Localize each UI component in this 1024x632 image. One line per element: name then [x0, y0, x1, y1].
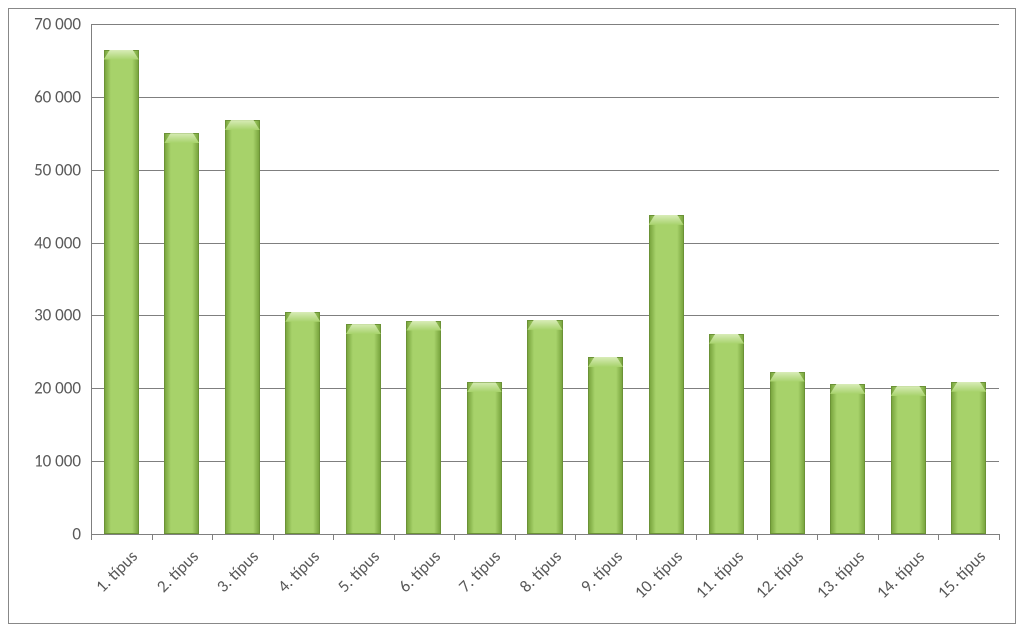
x-tick-mark — [575, 534, 576, 540]
y-tick-label: 50 000 — [9, 159, 81, 180]
bar — [527, 320, 562, 534]
bar — [891, 386, 926, 534]
bar-body — [951, 382, 986, 534]
y-tick-label: 0 — [9, 524, 81, 545]
x-tick-mark — [152, 534, 153, 540]
x-tick-mark — [696, 534, 697, 540]
bar-body — [891, 386, 926, 534]
bar-body — [588, 357, 623, 534]
bar — [346, 324, 381, 534]
x-tick-mark — [757, 534, 758, 540]
bar — [164, 133, 199, 534]
x-tick-mark — [212, 534, 213, 540]
bar — [951, 382, 986, 534]
bar-body — [104, 50, 139, 535]
y-tick-label: 60 000 — [9, 86, 81, 107]
bar-body — [467, 382, 502, 534]
x-tick-mark — [333, 534, 334, 540]
bar-body — [406, 321, 441, 534]
bar-body — [225, 120, 260, 534]
bar — [467, 382, 502, 534]
bar-body — [527, 320, 562, 534]
bar — [770, 372, 805, 534]
bar — [830, 384, 865, 534]
x-tick-mark — [515, 534, 516, 540]
chart-container: 0 10 000 20 000 30 000 40 000 50 000 60 000 70 … — [8, 8, 1016, 624]
x-tick-mark — [394, 534, 395, 540]
gridline — [91, 534, 999, 535]
bar-body — [709, 334, 744, 534]
bars-layer — [91, 24, 999, 534]
bar-body — [830, 384, 865, 534]
x-tick-mark — [273, 534, 274, 540]
x-tick-mark — [636, 534, 637, 540]
x-tick-mark — [938, 534, 939, 540]
y-tick-label: 70 000 — [9, 14, 81, 35]
x-tick-mark — [454, 534, 455, 540]
y-tick-label: 30 000 — [9, 305, 81, 326]
bar — [588, 357, 623, 534]
bar-body — [770, 372, 805, 534]
y-tick-label: 20 000 — [9, 378, 81, 399]
x-tick-mark — [999, 534, 1000, 540]
bar-body — [164, 133, 199, 534]
y-tick-label: 40 000 — [9, 232, 81, 253]
bar — [649, 215, 684, 534]
bar — [709, 334, 744, 534]
bar — [406, 321, 441, 534]
bar-body — [346, 324, 381, 534]
bar — [104, 50, 139, 535]
plot-area — [91, 24, 999, 534]
bar-body — [285, 312, 320, 534]
x-tick-mark — [878, 534, 879, 540]
y-tick-label: 10 000 — [9, 451, 81, 472]
x-tick-mark — [91, 534, 92, 540]
x-tick-mark — [817, 534, 818, 540]
bar-body — [649, 215, 684, 534]
bar — [285, 312, 320, 534]
bar — [225, 120, 260, 534]
